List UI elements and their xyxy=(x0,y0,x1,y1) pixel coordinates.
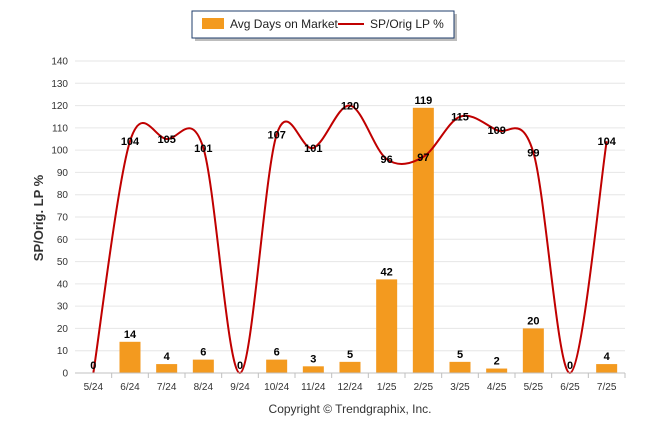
bar xyxy=(376,279,398,373)
bar-data-label: 6 xyxy=(274,347,280,359)
bar-data-label: 14 xyxy=(124,329,137,341)
line-data-labels: 104 105 101 107 101 120 96 97 115 109 99 104 xyxy=(121,101,617,166)
x-tick-label: 5/24 xyxy=(84,382,104,393)
x-tick-label: 7/25 xyxy=(597,382,617,393)
legend-label-bar: Avg Days on Market xyxy=(230,17,338,31)
bar-data-label: 20 xyxy=(527,315,539,327)
y-axis-label: SP/Orig. LP % xyxy=(31,174,46,261)
legend-swatch-bar xyxy=(202,18,224,29)
line-data-label: 120 xyxy=(341,101,359,113)
line-data-label: 97 xyxy=(417,152,429,164)
bar-data-label: 5 xyxy=(457,349,463,361)
bar xyxy=(302,366,324,373)
y-tick-label: 70 xyxy=(57,213,69,224)
bar-data-label: 0 xyxy=(237,360,243,372)
x-tick-label: 6/25 xyxy=(560,382,580,393)
bar-data-label: 0 xyxy=(567,360,573,372)
y-tick-label: 60 xyxy=(57,235,69,246)
x-tick-label: 1/25 xyxy=(377,382,397,393)
bar-data-label: 119 xyxy=(414,95,432,107)
x-tick-label: 10/24 xyxy=(264,382,289,393)
y-tick-label: 90 xyxy=(57,168,69,179)
y-tick-label: 140 xyxy=(51,57,68,68)
x-tick-label: 7/24 xyxy=(157,382,177,393)
bar xyxy=(522,328,544,373)
bar-data-label: 2 xyxy=(494,356,500,368)
x-tick-label: 9/24 xyxy=(230,382,250,393)
y-tick-label: 40 xyxy=(57,279,69,290)
y-tick-label: 100 xyxy=(51,146,68,157)
bar-data-label: 6 xyxy=(200,347,206,359)
bar-data-label: 5 xyxy=(347,349,353,361)
x-tick-label: 3/25 xyxy=(450,382,470,393)
x-tick-label: 11/24 xyxy=(301,382,326,393)
bar-data-label: 4 xyxy=(164,351,171,363)
line-data-label: 99 xyxy=(527,147,539,159)
x-tick-label: 2/25 xyxy=(414,382,434,393)
y-tick-label: 130 xyxy=(51,79,68,90)
bar-data-labels: 0 14 4 6 0 6 3 5 42 119 5 2 20 0 4 xyxy=(90,95,610,372)
line-data-label: 107 xyxy=(267,130,285,142)
line-data-label: 104 xyxy=(121,136,140,148)
line-data-label: 101 xyxy=(194,143,212,155)
y-tick-label: 80 xyxy=(57,190,69,201)
bar xyxy=(192,359,214,373)
bar xyxy=(266,359,288,373)
line-series xyxy=(92,104,608,375)
legend-label-line: SP/Orig LP % xyxy=(370,17,444,31)
y-axis-ticks: 0 10 20 30 40 50 60 70 80 90 100 110 120 130 140 xyxy=(51,57,68,380)
line-data-label: 104 xyxy=(597,136,616,148)
x-tick-label: 8/24 xyxy=(194,382,214,393)
bar-data-label: 42 xyxy=(381,266,393,278)
bar xyxy=(339,361,361,373)
bar-data-label: 4 xyxy=(604,351,611,363)
y-tick-label: 30 xyxy=(57,302,69,313)
line-data-label: 96 xyxy=(381,154,393,166)
x-axis-ticks: 5/24 6/24 7/24 8/24 9/24 10/24 11/24 12/24 1/25 2… xyxy=(84,373,626,393)
y-tick-label: 0 xyxy=(62,369,68,380)
line-data-label: 101 xyxy=(304,143,322,155)
x-tick-label: 6/24 xyxy=(120,382,140,393)
line-data-label: 105 xyxy=(157,134,175,146)
y-tick-label: 20 xyxy=(57,324,69,335)
bar-data-label: 3 xyxy=(310,353,316,365)
bar-series xyxy=(119,107,618,374)
bar xyxy=(119,341,141,373)
x-tick-label: 4/25 xyxy=(487,382,507,393)
bar xyxy=(156,364,178,373)
y-tick-label: 110 xyxy=(52,123,68,134)
legend: Avg Days on Market SP/Orig LP % xyxy=(191,10,457,41)
y-tick-label: 50 xyxy=(57,257,69,268)
x-tick-label: 5/25 xyxy=(524,382,544,393)
copyright-text: Copyright © Trendgraphix, Inc. xyxy=(269,402,432,416)
bar-data-label: 0 xyxy=(90,360,96,372)
bar xyxy=(412,107,434,374)
y-tick-label: 10 xyxy=(57,346,69,357)
x-tick-label: 12/24 xyxy=(337,382,362,393)
bar xyxy=(449,361,471,373)
line-data-label: 109 xyxy=(487,125,505,137)
y-tick-label: 120 xyxy=(51,101,68,112)
bar xyxy=(486,368,508,373)
bar xyxy=(596,364,618,373)
line-data-label: 115 xyxy=(451,112,469,124)
